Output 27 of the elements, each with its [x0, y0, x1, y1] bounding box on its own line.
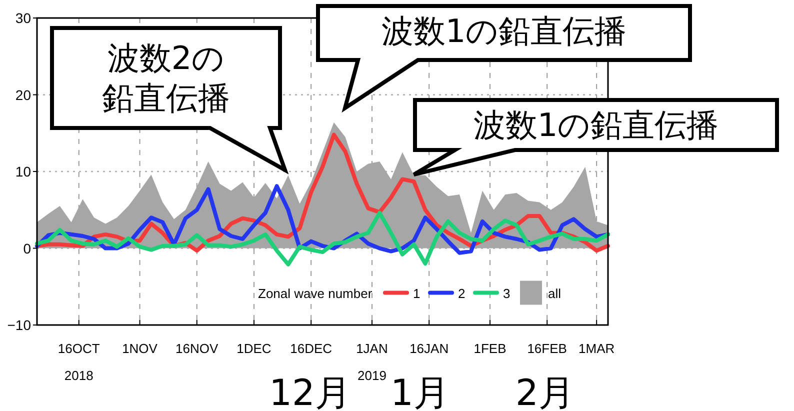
- annotation: 波数1の鉛直伝播: [472, 105, 720, 145]
- x-tick-label: 16DEC: [290, 341, 332, 356]
- legend-title: Zonal wave number: [258, 286, 373, 301]
- line-series: [35, 210, 610, 266]
- annotation: 波数1の鉛直伝播: [380, 11, 628, 51]
- x-tick-label: 1DEC: [236, 341, 272, 356]
- x-tick-label: 1FEB: [474, 341, 506, 356]
- y-tick-label: −10: [7, 317, 32, 333]
- legend-label: 3: [503, 286, 510, 301]
- y-tick-label: 30: [15, 10, 32, 26]
- text: 1月: [390, 373, 450, 411]
- x-tick-label: 1MAR: [578, 341, 615, 356]
- y-tick-label: 20: [15, 86, 32, 103]
- legend-label: all: [548, 286, 562, 301]
- text: 12月: [269, 373, 351, 411]
- annotation: 波数2の鉛直伝播: [101, 38, 231, 118]
- x-tick-label: 1NOV: [122, 341, 158, 356]
- text: 2月: [516, 373, 574, 411]
- legend-label: 1: [413, 286, 420, 301]
- x-tick-label: 16JAN: [410, 341, 449, 356]
- y-tick-label: 10: [15, 164, 32, 180]
- y-tick-label: 0: [23, 240, 32, 256]
- x-tick-label: 16FEB: [527, 341, 567, 356]
- x-tick-label: 1JAN 2019: [356, 341, 388, 383]
- legend-label: 2: [458, 286, 466, 301]
- x-tick-label: 16NOV: [176, 341, 219, 356]
- x-tick-label: 16OCT 2018: [58, 341, 100, 383]
